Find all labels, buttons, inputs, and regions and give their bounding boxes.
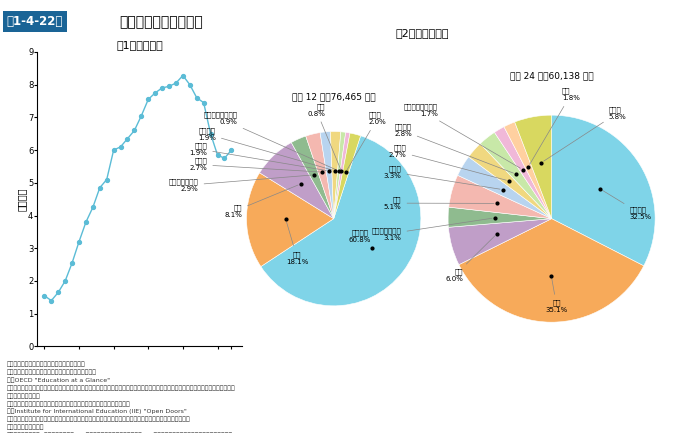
Wedge shape	[449, 219, 552, 265]
Wedge shape	[334, 132, 346, 219]
Wedge shape	[334, 132, 350, 219]
Text: フランス
1.9%: フランス 1.9%	[198, 127, 332, 170]
Text: 英国
6.0%: 英国 6.0%	[446, 236, 495, 282]
Wedge shape	[459, 219, 644, 322]
Wedge shape	[552, 115, 655, 266]
Text: （2）主な留学先: （2）主な留学先	[396, 28, 449, 38]
Text: カナダ
2.7%: カナダ 2.7%	[389, 145, 506, 180]
Wedge shape	[334, 133, 361, 219]
Text: オーストラリア
3.1%: オーストラリア 3.1%	[372, 218, 492, 241]
Wedge shape	[504, 122, 552, 219]
Wedge shape	[494, 127, 552, 219]
Title: （1）留学者数: （1）留学者数	[116, 40, 163, 50]
Text: 日本人の海外留学状況: 日本人の海外留学状況	[119, 15, 203, 29]
Wedge shape	[306, 132, 334, 219]
Wedge shape	[515, 115, 552, 219]
Text: その他
2.0%: その他 2.0%	[347, 112, 386, 170]
Text: 中国
35.1%: 中国 35.1%	[545, 278, 568, 313]
Wedge shape	[247, 173, 334, 267]
Text: （出典）文部科学省「日本人の海外留学状況」
（注）以下の資料を基に文部科学者が集計したもの。
　　OECD "Education at a Glance"
　　: （出典）文部科学省「日本人の海外留学状況」 （注）以下の資料を基に文部科学者が集…	[7, 362, 236, 433]
Text: ニュージーランド
0.9%: ニュージーランド 0.9%	[204, 112, 336, 170]
Text: 第1-4-22図: 第1-4-22図	[7, 15, 63, 28]
Wedge shape	[448, 207, 552, 227]
Title: 平成 24 年（60,138 人）: 平成 24 年（60,138 人）	[510, 71, 593, 81]
Wedge shape	[261, 136, 421, 306]
Text: 韓国
0.8%: 韓国 0.8%	[307, 103, 340, 169]
Text: 台湾
5.1%: 台湾 5.1%	[384, 196, 494, 210]
Text: フランス
2.8%: フランス 2.8%	[394, 124, 513, 173]
Text: 韓国
1.8%: 韓国 1.8%	[530, 87, 580, 164]
Wedge shape	[291, 136, 334, 219]
Wedge shape	[259, 142, 334, 219]
Wedge shape	[449, 175, 552, 219]
Text: オーストラリア
2.9%: オーストラリア 2.9%	[169, 175, 311, 192]
Wedge shape	[458, 157, 552, 219]
Wedge shape	[320, 132, 334, 219]
Text: アメリカ
60.8%: アメリカ 60.8%	[349, 229, 372, 248]
Wedge shape	[469, 144, 552, 219]
Text: ドイツ
3.3%: ドイツ 3.3%	[383, 165, 500, 189]
Y-axis label: （万人）: （万人）	[16, 187, 27, 211]
Text: カナダ
1.9%: カナダ 1.9%	[189, 142, 326, 171]
Wedge shape	[330, 132, 340, 219]
Title: 平成 12 年（76,465 人）: 平成 12 年（76,465 人）	[292, 93, 375, 102]
Text: アメリカ
32.5%: アメリカ 32.5%	[603, 191, 651, 220]
Wedge shape	[480, 132, 552, 219]
Text: 英国
8.1%: 英国 8.1%	[224, 185, 298, 219]
Text: その他
5.8%: その他 5.8%	[543, 106, 627, 161]
Text: ニュージーランド
1.7%: ニュージーランド 1.7%	[404, 103, 520, 168]
Text: ドイツ
2.7%: ドイツ 2.7%	[189, 158, 319, 172]
Text: 中国
18.1%: 中国 18.1%	[286, 222, 308, 265]
